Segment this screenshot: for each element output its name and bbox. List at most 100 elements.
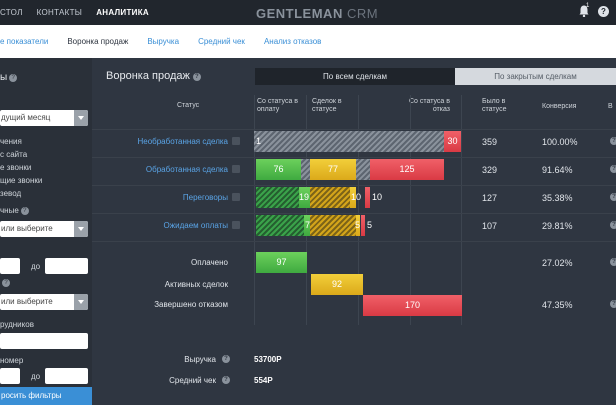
status-unprocessed-deal[interactable]: Необработанная сделка	[137, 137, 228, 146]
field2-select[interactable]: или выберите	[0, 294, 88, 310]
row-divider	[92, 213, 616, 214]
negotiations-to-refusal-value: 10	[372, 192, 383, 202]
row-toggle[interactable]	[232, 221, 240, 229]
processed-in-status-bar: 77	[310, 159, 356, 180]
top-nav-contacts[interactable]: КОНТАКТЫ	[36, 8, 83, 17]
top-nav: СТОЛ КОНТАКТЫ АНАЛИТИКА	[0, 0, 163, 25]
help-icon[interactable]: ?	[20, 207, 29, 215]
help-icon[interactable]: ?	[610, 300, 616, 308]
number-to-label: до	[31, 372, 41, 381]
field-select-value: или выберите	[1, 224, 53, 233]
processed-to-refusal-bar: 125	[370, 159, 444, 180]
field-select[interactable]: или выберите	[0, 221, 88, 237]
negotiations-was-count: 127	[482, 193, 498, 203]
summary-revenue-value: 53700Р	[254, 355, 282, 364]
page-title: Воронка продаж?	[106, 70, 201, 82]
help-icon[interactable]: ?	[2, 279, 10, 287]
help-icon[interactable]: ?	[610, 258, 616, 266]
unprocessed-was-count: 359	[482, 137, 498, 147]
status-awaiting-payment[interactable]: Ожидаем оплаты	[163, 221, 228, 230]
number-to-input[interactable]	[45, 368, 88, 384]
help-icon[interactable]: ?	[610, 137, 616, 145]
top-nav-analytics[interactable]: АНАЛИТИКА	[96, 8, 149, 17]
summary-average-check-label: Средний чек	[169, 376, 216, 385]
source-incoming-calls[interactable]: щие звонки	[0, 176, 43, 185]
employees-label: рудников	[0, 320, 34, 329]
row-toggle[interactable]	[232, 137, 240, 145]
tab-all-deals[interactable]: По всем сделкам	[255, 68, 455, 85]
help-icon[interactable]: ?	[9, 74, 18, 82]
column-to-payment: Со статуса в оплату	[257, 98, 299, 113]
awaiting-to-payment-bar	[304, 215, 310, 236]
page-title-text: Воронка продаж	[106, 70, 190, 82]
processed-to-payment-bar: 76	[256, 159, 301, 180]
status-negotiations[interactable]: Переговоры	[182, 193, 228, 202]
grid-line	[410, 95, 411, 325]
outcome-paid-bar: 97	[256, 252, 307, 273]
period-select-value: дущий месяц	[1, 113, 51, 122]
help-icon[interactable]: ?	[610, 165, 616, 173]
subnav-average-check[interactable]: Средний чек	[198, 37, 245, 46]
grid-line	[358, 95, 359, 325]
processed-conversion: 91.64%	[542, 165, 573, 175]
row-divider	[92, 157, 616, 158]
source-calls[interactable]: е звонки	[0, 163, 32, 172]
row-toggle[interactable]	[232, 165, 240, 173]
unprocessed-conversion: 100.00%	[542, 137, 578, 147]
bell-icon[interactable]	[579, 5, 589, 17]
outcome-active-label: Активных сделок	[164, 280, 228, 289]
tab-closed-deals[interactable]: По закрытым сделкам	[455, 68, 616, 85]
subnav-sales-funnel[interactable]: Воронка продаж	[67, 37, 129, 46]
outcome-refused-conversion: 47.35%	[542, 300, 573, 310]
sources-label: чения	[0, 137, 22, 146]
chevron-down-icon	[74, 294, 88, 310]
awaiting-conversion: 29.81%	[542, 221, 573, 231]
help-icon[interactable]: ?	[192, 73, 201, 81]
help-icon[interactable]: ?	[598, 6, 609, 17]
help-icon[interactable]: ?	[222, 376, 230, 384]
subnav-revenue[interactable]: Выручка	[147, 37, 180, 46]
range-to-input[interactable]	[45, 258, 88, 274]
row-toggle[interactable]	[232, 193, 240, 201]
negotiations-conversion: 35.38%	[542, 193, 573, 203]
help-icon[interactable]: ?	[610, 221, 616, 229]
field-label-text: чные	[0, 206, 19, 215]
range-from-input[interactable]	[0, 258, 20, 274]
brand-logo[interactable]: GENTLEMAN CRM	[256, 6, 378, 21]
deal-scope-tabs: По всем сделкам По закрытым сделкам	[255, 68, 616, 85]
employees-input[interactable]	[0, 333, 88, 349]
source-referral[interactable]: зевод	[0, 189, 22, 198]
number-from-input[interactable]	[0, 368, 20, 384]
negotiations-in-status-value: 10	[351, 192, 362, 202]
source-site[interactable]: с сайта	[0, 150, 28, 159]
negotiations-to-payment-value: 19	[299, 192, 310, 202]
top-nav-desk[interactable]: СТОЛ	[0, 8, 23, 17]
awaiting-hatched-status	[310, 215, 356, 236]
awaiting-in-status-bar	[356, 215, 360, 236]
awaiting-was-count: 107	[482, 221, 498, 231]
row-divider	[92, 241, 616, 242]
reset-filters-button[interactable]: росить фильтры	[0, 387, 92, 405]
brand-suffix: CRM	[346, 6, 379, 21]
help-icon[interactable]: ?	[610, 193, 616, 201]
awaiting-to-payment-value: 7	[305, 220, 311, 230]
number-label: номер	[0, 356, 24, 365]
unprocessed-to-refusal-bar: 30	[444, 131, 461, 152]
top-bar: СТОЛ КОНТАКТЫ АНАЛИТИКА GENTLEMAN CRM 1 …	[0, 0, 616, 25]
subnav-indicators[interactable]: е показатели	[0, 37, 49, 46]
negotiations-to-refusal-bar	[365, 187, 370, 208]
range-to-label: до	[31, 262, 41, 271]
status-processed-deal[interactable]: Обработанная сделка	[145, 165, 228, 174]
subnav-refusal-analysis[interactable]: Анализ отказов	[263, 37, 322, 46]
awaiting-in-status-value: 5	[355, 220, 361, 230]
column-to-refusal: Со статуса в отказ	[408, 98, 450, 113]
column-in-status: Сделок в статусе	[312, 98, 342, 113]
chevron-down-icon	[74, 221, 88, 237]
help-icon[interactable]: ?	[222, 355, 230, 363]
column-was-in-status: Было в статусе	[482, 98, 507, 113]
awaiting-to-refusal-value: 5	[367, 220, 373, 230]
period-select[interactable]: дущий месяц	[0, 110, 88, 126]
negotiations-to-payment-bar	[299, 187, 310, 208]
grid-line	[306, 95, 307, 325]
processed-hatched-gap	[301, 159, 310, 180]
